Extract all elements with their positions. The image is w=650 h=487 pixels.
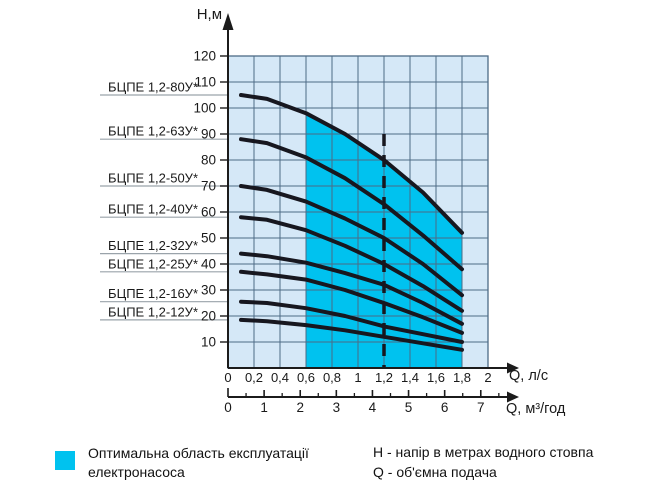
y-tick-label: 80	[201, 153, 216, 168]
x2-tick-label: 3	[333, 400, 341, 415]
y-axis-arrow-icon	[222, 13, 234, 30]
x-tick-label: 0	[224, 370, 231, 385]
y-tick-label: 10	[201, 335, 216, 350]
x-tick-label: 0,4	[271, 370, 289, 385]
chart-notes: Н - напір в метрах водного стовпа Q - об…	[373, 442, 593, 482]
pump-curve-2	[239, 137, 464, 272]
y-tick-label: 100	[193, 101, 216, 116]
y-tick-label: 60	[201, 205, 216, 220]
pump-curve-4	[239, 215, 464, 313]
optimal-region-legend-label: Оптимальна область експлуатації електрон…	[88, 445, 309, 480]
pump-curve-5	[239, 251, 464, 326]
pump-label: БЦПЕ 1,2-40У*	[108, 202, 198, 217]
pump-curve-6	[239, 269, 464, 335]
pump-label: БЦПЕ 1,2-12У*	[108, 304, 198, 319]
optimal-region-swatch	[55, 451, 75, 470]
x-tick-label: 1,4	[401, 370, 419, 385]
note-head-definition: Н - напір в метрах водного стовпа	[373, 444, 594, 460]
y-tick-label: 30	[201, 283, 216, 298]
y-tick-label: 50	[201, 231, 216, 246]
x2-tick-label: 1	[260, 400, 268, 415]
y-tick-label: 90	[201, 127, 216, 142]
pump-label: БЦПЕ 1,2-80У*	[108, 80, 198, 95]
x-tick-label: 0,8	[323, 370, 341, 385]
pump-curve-1	[239, 93, 464, 235]
x-tick-label: 1,2	[375, 370, 393, 385]
pump-curve-3	[239, 184, 464, 298]
pump-label: БЦПЕ 1,2-16У*	[108, 286, 198, 301]
x2-tick-label: 7	[477, 400, 485, 415]
x-tick-label: 1,6	[427, 370, 445, 385]
x2-tick-label: 0	[224, 400, 232, 415]
chart-canvas: БЦПЕ 1,2-80У* БЦПЕ 1,2-63У* БЦПЕ 1,2-50У* Б…	[100, 13, 519, 415]
x2-tick-label: 4	[369, 400, 377, 415]
y-tick-label: 110	[194, 75, 216, 90]
y-tick-label: 40	[201, 257, 216, 272]
x-tick-label: 0,2	[245, 370, 263, 385]
pump-label: БЦПЕ 1,2-50У*	[108, 171, 198, 186]
pump-curve-7	[239, 299, 464, 344]
pump-label: БЦПЕ 1,2-63У*	[108, 124, 198, 139]
x-tick-label: 1	[354, 370, 361, 385]
x-tick-label: 0,6	[297, 370, 315, 385]
y-tick-label: 20	[201, 309, 216, 324]
y-axis-title: Н,м	[196, 6, 222, 23]
x-tick-label: 1,8	[453, 370, 471, 385]
x-axis-secondary-arrow-icon	[507, 391, 519, 403]
x2-tick-label: 6	[441, 400, 449, 415]
x2-tick-label: 5	[405, 400, 413, 415]
x-tick-label: 2	[484, 370, 491, 385]
note-flow-definition: Q - об'ємна подача	[373, 464, 497, 480]
y-tick-label: 70	[201, 179, 216, 194]
pump-curve-8	[239, 317, 464, 352]
pump-label: БЦПЕ 1,2-25У*	[108, 256, 198, 271]
x-axis-primary-arrow-icon	[507, 362, 519, 374]
y-tick-label: 120	[193, 49, 216, 64]
pump-label: БЦПЕ 1,2-32У*	[108, 238, 198, 253]
x-axis-secondary-title: Q, м³/год	[506, 401, 566, 417]
x-axis-primary-title: Q, л/с	[509, 368, 549, 384]
x2-tick-label: 2	[296, 400, 304, 415]
